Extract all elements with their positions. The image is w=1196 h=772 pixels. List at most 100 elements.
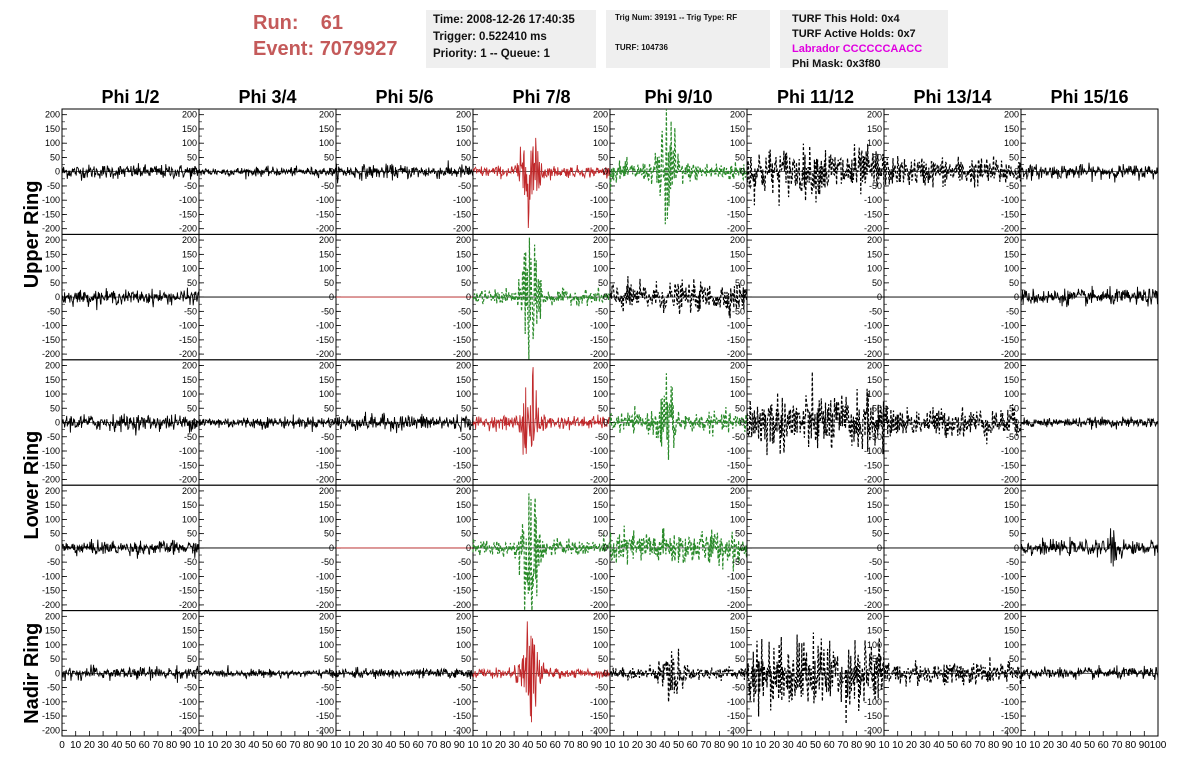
y-tick-label: 50 bbox=[735, 529, 745, 539]
y-tick-label: 150 bbox=[1004, 626, 1019, 636]
y-tick-label: 150 bbox=[867, 500, 882, 510]
y-tick-label: 200 bbox=[45, 110, 60, 120]
y-tick-label: -50 bbox=[458, 557, 471, 567]
y-tick-label: -50 bbox=[184, 683, 197, 693]
x-tick-label: 50 bbox=[673, 740, 685, 751]
y-tick-label: -100 bbox=[453, 697, 471, 707]
waveform-trace bbox=[746, 632, 885, 725]
panel-r3-c6: -200 -150 -100 -50 0 50 100 150 200 bbox=[727, 359, 885, 486]
y-tick-label: 150 bbox=[593, 249, 608, 259]
y-tick-label: 200 bbox=[867, 110, 882, 120]
y-tick-label: -200 bbox=[316, 725, 334, 735]
y-tick-label: -100 bbox=[864, 195, 882, 205]
y-tick-label: 200 bbox=[730, 486, 745, 496]
x-tick-label: 70 bbox=[563, 740, 575, 751]
y-tick-label: -150 bbox=[727, 711, 745, 721]
y-tick-label: -50 bbox=[1006, 181, 1019, 191]
y-tick-label: -50 bbox=[458, 432, 471, 442]
waveform-trace bbox=[198, 414, 337, 433]
y-tick-label: 50 bbox=[461, 529, 471, 539]
panel-r3-c2: -200 -150 -100 -50 0 50 100 150 200 bbox=[179, 359, 337, 486]
panel-r4-c2: -200 -150 -100 -50 0 50 100 150 200 bbox=[179, 484, 337, 612]
y-tick-label: -100 bbox=[590, 321, 608, 331]
y-tick-label: -50 bbox=[595, 181, 608, 191]
y-tick-label: -100 bbox=[1001, 446, 1019, 456]
y-tick-label: -50 bbox=[869, 306, 882, 316]
y-tick-label: -150 bbox=[864, 586, 882, 596]
panel-r2-c7: -200 -150 -100 -50 0 50 100 150 200 bbox=[864, 233, 1022, 361]
y-tick-label: 50 bbox=[1009, 403, 1019, 413]
waveform-trace bbox=[335, 160, 474, 184]
y-tick-label: -200 bbox=[42, 475, 60, 485]
y-tick-label: -200 bbox=[727, 725, 745, 735]
y-tick-label: 200 bbox=[593, 361, 608, 371]
trigger-info-box: Trig Num: 39191 -- Trig Type: RF TURF: 1… bbox=[606, 10, 770, 68]
y-tick-label: -50 bbox=[732, 181, 745, 191]
y-tick-label: -100 bbox=[590, 446, 608, 456]
y-tick-label: -200 bbox=[179, 600, 197, 610]
y-tick-label: 0 bbox=[603, 418, 608, 428]
y-tick-label: -150 bbox=[42, 209, 60, 219]
waveform-trace bbox=[198, 665, 337, 680]
y-tick-label: -50 bbox=[1006, 306, 1019, 316]
y-tick-label: -150 bbox=[316, 209, 334, 219]
y-tick-label: 50 bbox=[324, 403, 334, 413]
y-tick-label: 200 bbox=[867, 361, 882, 371]
y-tick-label: -150 bbox=[316, 335, 334, 345]
y-tick-label: 50 bbox=[598, 654, 608, 664]
y-tick-label: -100 bbox=[42, 195, 60, 205]
panel-r2-c1: -200 -150 -100 -50 0 50 100 150 200 bbox=[42, 233, 200, 361]
y-tick-label: 100 bbox=[45, 640, 60, 650]
x-tick-label: 70 bbox=[426, 740, 438, 751]
y-tick-label: 50 bbox=[187, 403, 197, 413]
y-tick-label: -100 bbox=[864, 571, 882, 581]
y-tick-label: -150 bbox=[1001, 209, 1019, 219]
y-tick-label: 100 bbox=[456, 640, 471, 650]
y-tick-label: 0 bbox=[329, 167, 334, 177]
y-tick-label: 150 bbox=[867, 626, 882, 636]
y-tick-label: -150 bbox=[1001, 586, 1019, 596]
waveform-trace bbox=[746, 371, 885, 456]
event-value: 7079927 bbox=[319, 38, 398, 60]
waveform-trace bbox=[883, 404, 1022, 445]
y-tick-label: 0 bbox=[329, 292, 334, 302]
x-tick-label: 50 bbox=[536, 740, 548, 751]
x-tick-label: 10 bbox=[755, 740, 767, 751]
y-tick-label: -150 bbox=[590, 460, 608, 470]
x-tick-label: 60 bbox=[550, 740, 562, 751]
x-tick-label: 90 bbox=[180, 740, 192, 751]
y-tick-label: -100 bbox=[1001, 697, 1019, 707]
y-tick-label: 100 bbox=[319, 138, 334, 148]
y-tick-label: 100 bbox=[456, 514, 471, 524]
column-label-5: Phi 9/10 bbox=[644, 87, 712, 107]
y-tick-label: -200 bbox=[590, 224, 608, 234]
panel-r2-c2: -200 -150 -100 -50 0 50 100 150 200 bbox=[179, 233, 337, 361]
y-tick-label: -150 bbox=[453, 460, 471, 470]
y-tick-label: 50 bbox=[324, 529, 334, 539]
y-tick-label: 200 bbox=[45, 235, 60, 245]
x-tick-label: 90 bbox=[865, 740, 877, 751]
y-tick-label: 100 bbox=[182, 640, 197, 650]
y-tick-label: -100 bbox=[316, 446, 334, 456]
y-tick-label: 0 bbox=[192, 418, 197, 428]
y-tick-label: 150 bbox=[1004, 500, 1019, 510]
x-tick-label: 90 bbox=[317, 740, 329, 751]
y-tick-label: -50 bbox=[184, 181, 197, 191]
y-tick-label: 150 bbox=[182, 500, 197, 510]
x-tick-label: 80 bbox=[851, 740, 863, 751]
y-tick-label: 0 bbox=[1014, 167, 1019, 177]
y-tick-label: 100 bbox=[867, 264, 882, 274]
y-tick-label: 0 bbox=[740, 418, 745, 428]
column-label-4: Phi 7/8 bbox=[512, 87, 570, 107]
y-tick-label: 100 bbox=[593, 264, 608, 274]
column-label-6: Phi 11/12 bbox=[777, 87, 854, 107]
y-tick-label: 50 bbox=[735, 654, 745, 664]
x-tick-label: 50 bbox=[810, 740, 822, 751]
y-tick-label: 50 bbox=[735, 403, 745, 413]
ring-label-1: Upper Ring bbox=[21, 181, 43, 289]
y-tick-label: 150 bbox=[182, 124, 197, 134]
run-label: Run: bbox=[253, 12, 299, 34]
x-tick-label: 70 bbox=[837, 740, 849, 751]
y-tick-label: -200 bbox=[316, 475, 334, 485]
phi-mask-text: Phi Mask: 0x3f80 bbox=[792, 58, 881, 70]
